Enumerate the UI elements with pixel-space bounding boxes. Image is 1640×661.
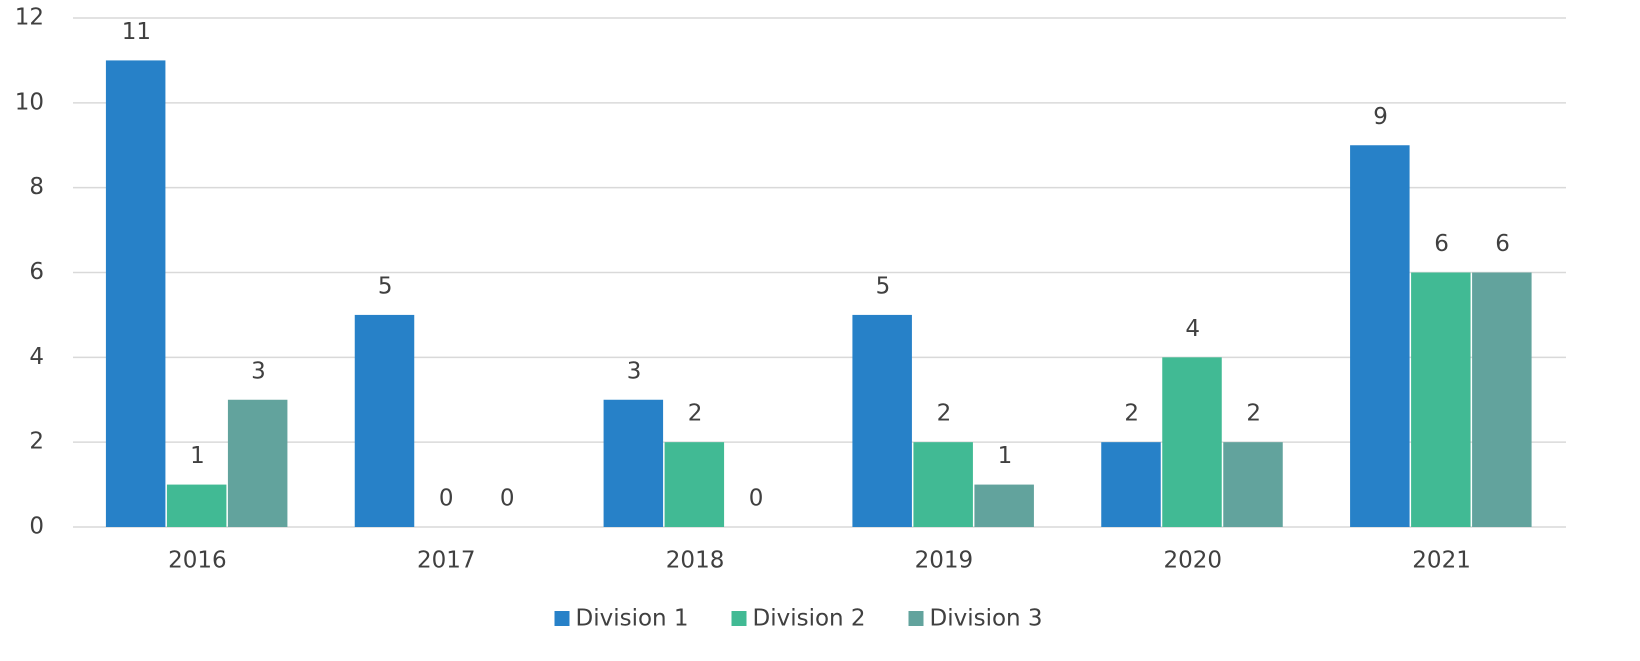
x-tick-label: 2017 xyxy=(417,548,476,574)
data-label: 6 xyxy=(1495,231,1510,257)
bar xyxy=(354,314,415,527)
data-label: 0 xyxy=(500,486,515,512)
data-label: 1 xyxy=(190,443,205,469)
y-tick-label: 8 xyxy=(29,174,44,200)
bar xyxy=(1223,442,1283,527)
legend-label: Division 3 xyxy=(930,606,1043,632)
legend-label: Division 2 xyxy=(753,606,866,632)
data-label: 2 xyxy=(1124,401,1139,427)
bar xyxy=(1101,442,1161,527)
y-tick-label: 12 xyxy=(15,5,44,31)
y-tick-label: 2 xyxy=(29,429,44,455)
legend-swatch xyxy=(554,611,570,626)
data-label: 1 xyxy=(998,443,1013,469)
bar xyxy=(105,60,166,528)
bar xyxy=(227,399,288,527)
x-tick-label: 2021 xyxy=(1412,548,1471,574)
data-label: 2 xyxy=(937,401,952,427)
legend-swatch xyxy=(731,611,747,626)
legend-swatch xyxy=(908,611,924,626)
y-tick-label: 6 xyxy=(29,259,44,285)
data-label: 4 xyxy=(1185,316,1200,342)
bar xyxy=(166,484,227,527)
data-label: 0 xyxy=(749,486,764,512)
data-label: 3 xyxy=(251,358,266,384)
y-tick-label: 0 xyxy=(29,514,44,540)
data-label: 2 xyxy=(688,401,703,427)
bar xyxy=(664,442,725,527)
y-tick-label: 4 xyxy=(29,344,44,370)
data-label: 3 xyxy=(627,358,642,384)
x-tick-label: 2019 xyxy=(915,548,974,574)
y-tick-label: 10 xyxy=(15,89,44,115)
bar xyxy=(1350,145,1410,527)
bar xyxy=(852,314,912,527)
x-tick-label: 2016 xyxy=(168,548,227,574)
x-tick-label: 2018 xyxy=(666,548,725,574)
data-label: 11 xyxy=(122,19,151,45)
data-label: 2 xyxy=(1246,401,1261,427)
bar xyxy=(913,442,973,527)
bar xyxy=(974,484,1034,527)
bar xyxy=(1162,357,1222,527)
bar xyxy=(603,399,664,527)
data-label: 6 xyxy=(1434,231,1449,257)
x-tick-label: 2020 xyxy=(1163,548,1222,574)
data-label: 9 xyxy=(1373,104,1388,130)
bar xyxy=(1472,272,1532,527)
data-label: 5 xyxy=(378,273,393,299)
bar xyxy=(1411,272,1471,527)
data-label: 5 xyxy=(876,273,891,299)
data-label: 0 xyxy=(439,486,454,512)
legend-label: Division 1 xyxy=(576,606,689,632)
